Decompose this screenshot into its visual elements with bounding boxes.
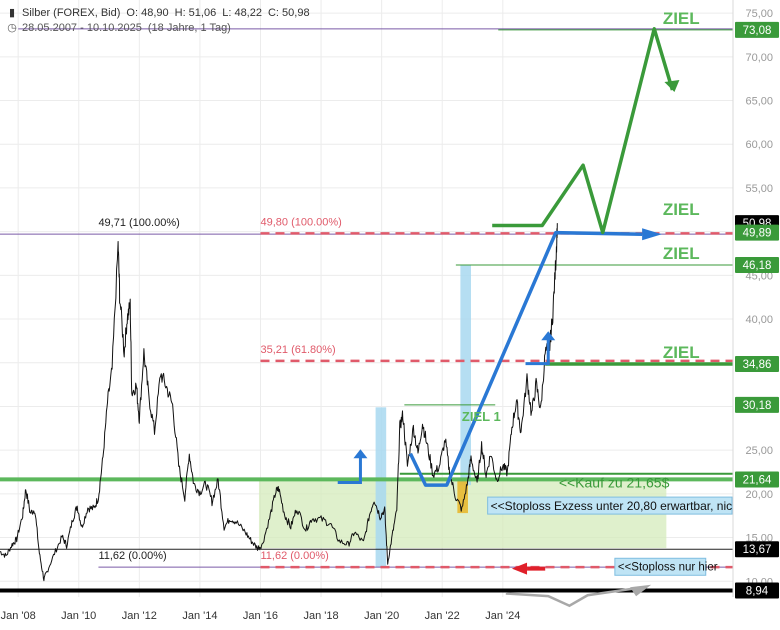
- close-value: C: 50,98: [267, 7, 310, 19]
- arrow-up-icon: [353, 449, 368, 459]
- y-tick-label: 60,00: [745, 139, 773, 151]
- price-tag-label: 34,86: [743, 359, 772, 371]
- price-tag-label: 30,18: [743, 400, 772, 412]
- price-tag: [735, 471, 779, 488]
- bar-chart-icon: ▮: [8, 7, 16, 19]
- annotation-box: [614, 557, 707, 576]
- price-tag-label: 49,89: [743, 228, 772, 240]
- x-tick-label: Jan '08: [1, 610, 36, 622]
- open-value: O: 48,90: [126, 7, 169, 19]
- fib-label: 11,62 (0.00%): [98, 550, 166, 562]
- x-tick-label: Jan '16: [243, 610, 278, 622]
- x-tick-label: Jan '10: [61, 610, 96, 622]
- annotation-text: <<Stoploss Exzess unter 20,80 erwartbar,…: [491, 499, 743, 513]
- date-range: 28.05.2007 - 10.10.2025: [22, 22, 142, 34]
- y-tick-label: 55,00: [745, 183, 773, 195]
- y-tick-label: 20,00: [745, 489, 773, 501]
- fib-label: 49,71 (100.00%): [98, 217, 179, 229]
- y-tick-label: 40,00: [745, 314, 773, 326]
- target-label: ZIEL: [663, 244, 700, 263]
- instrument-name: Silber (FOREX, Bid): [22, 7, 121, 19]
- header-range: ◷ 28.05.2007 - 10.10.2025 (18 Jahre, 1 Tag…: [6, 21, 231, 34]
- highlight-bar-gold: [457, 480, 468, 514]
- arrow-up-icon: [541, 331, 556, 341]
- fib-label: 35,21 (61.80%): [260, 344, 335, 356]
- price-tag-label: 8,94: [746, 586, 769, 598]
- target-path: [492, 27, 675, 235]
- grey-projection: [505, 587, 637, 608]
- header-ohlc: ▮ Silber (FOREX, Bid) O: 48,90 H: 51,06 L: 4…: [6, 6, 310, 19]
- price-tag: [735, 224, 779, 241]
- x-tick-label: Jan '20: [364, 610, 399, 622]
- projection-line: [408, 230, 643, 487]
- price-tag: [735, 541, 779, 558]
- x-tick-label: Jan '24: [485, 610, 520, 622]
- x-tick-label: Jan '14: [182, 610, 217, 622]
- annotation-text: <<Stoploss nur hier: [618, 561, 718, 573]
- y-tick-label: 65,00: [745, 96, 773, 108]
- arrow-left-icon: [511, 562, 528, 575]
- highlight-bar: [375, 407, 387, 568]
- arrow-right-icon: [642, 228, 662, 241]
- projection-line: [337, 456, 362, 484]
- target-label: ZIEL: [663, 9, 700, 28]
- target-label: ZIEL: [663, 200, 700, 219]
- high-value: H: 51,06: [174, 7, 217, 19]
- price-tag: [735, 355, 779, 372]
- highlight-bar: [460, 265, 471, 486]
- y-axis-panel: [733, 0, 780, 625]
- price-tag-label: 13,67: [743, 544, 772, 556]
- price-tag: [735, 21, 779, 38]
- clock-icon: ◷: [7, 22, 17, 34]
- arrow-down-icon: [664, 80, 680, 93]
- y-tick-label: 70,00: [745, 52, 773, 64]
- price-tag: [735, 396, 779, 413]
- fib-label: 49,80 (100.00%): [260, 216, 341, 228]
- price-line: [0, 223, 558, 582]
- projection-line: [525, 338, 550, 366]
- annotation-box: [487, 496, 733, 515]
- arrow-icon: [630, 584, 652, 597]
- price-tag: [735, 582, 779, 599]
- x-tick-label: Jan '22: [425, 610, 460, 622]
- price-tag: [735, 257, 779, 274]
- target-label: ZIEL 1: [462, 409, 501, 424]
- target-label: ZIEL: [663, 343, 700, 362]
- price-tag-label: 46,18: [743, 260, 772, 272]
- period-text: (18 Jahre, 1 Tag): [147, 22, 231, 34]
- annotation-text: <<Kauf zu 21,65$: [559, 474, 670, 490]
- fib-label: 11,62 (0.00%): [260, 550, 328, 562]
- low-value: L: 48,22: [222, 7, 262, 19]
- y-tick-label: 75,00: [745, 8, 773, 20]
- y-tick-label: 25,00: [745, 445, 773, 457]
- price-tag-label: 73,08: [743, 25, 772, 37]
- x-tick-label: Jan '12: [122, 610, 157, 622]
- x-tick-label: Jan '18: [303, 610, 338, 622]
- y-tick-label: 45,00: [745, 270, 773, 282]
- price-tag-label: 21,64: [743, 475, 772, 487]
